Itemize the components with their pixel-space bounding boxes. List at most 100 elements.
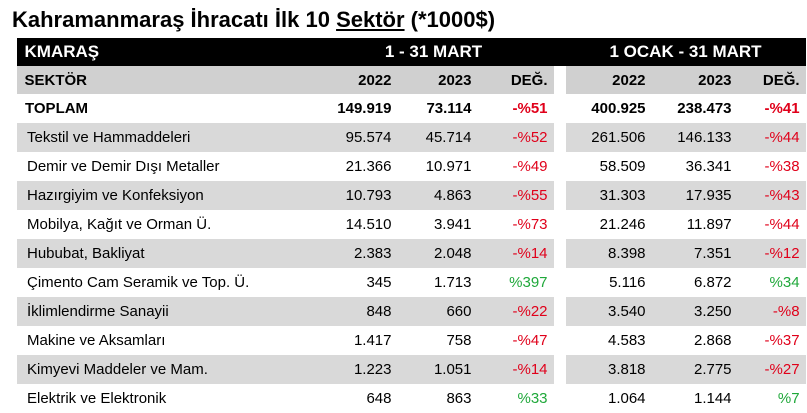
value-2023-period2: 146.133 [651, 123, 738, 152]
value-2023-period2: 1.144 [651, 384, 738, 413]
value-2023-period1: 863 [397, 384, 478, 413]
header-gap [553, 38, 566, 66]
column-gap [553, 66, 566, 94]
sector-name: TOPLAM [16, 94, 314, 123]
value-2022-period1: 2.383 [313, 239, 398, 268]
value-2023-period1: 660 [397, 297, 478, 326]
change-period2: -%37 [737, 326, 806, 355]
change-period2: %34 [737, 268, 806, 297]
value-2022-period2: 5.116 [565, 268, 652, 297]
row-gap [553, 355, 566, 384]
value-2022-period1: 1.223 [313, 355, 398, 384]
value-2023-period1: 2.048 [397, 239, 478, 268]
table-row: Çimento Cam Seramik ve Top. Ü. 345 1.713 %3… [16, 268, 806, 297]
change-period1: -%55 [477, 181, 554, 210]
sector-name: Makine ve Aksamları [16, 326, 314, 355]
page-title: Kahramanmaraş İhracatı İlk 10 Sektör (*1… [12, 4, 495, 36]
title-underlined-word: Sektör [336, 7, 405, 32]
row-gap [553, 210, 566, 239]
change-period2: -%43 [737, 181, 806, 210]
change-period1: -%47 [477, 326, 554, 355]
title-text: Kahramanmaraş İhracatı İlk 10 [12, 7, 337, 32]
table-row: Tekstil ve Hammaddeleri 95.574 45.714 -%52 2… [16, 123, 806, 152]
value-2023-period2: 6.872 [651, 268, 738, 297]
col-change-period2: DEĞ. [737, 66, 806, 94]
value-2023-period1: 10.971 [397, 152, 478, 181]
table-row: Makine ve Aksamları 1.417 758 -%47 4.583 2.86… [16, 326, 806, 355]
change-period1: -%73 [477, 210, 554, 239]
title-unit: (*1000$) [404, 7, 496, 32]
sector-column-header: SEKTÖR [16, 66, 314, 94]
value-2023-period1: 1.713 [397, 268, 478, 297]
col-2022-period2: 2022 [565, 66, 652, 94]
value-2023-period2: 7.351 [651, 239, 738, 268]
row-gap [553, 239, 566, 268]
change-period2: -%44 [737, 123, 806, 152]
table-row: Kimyevi Maddeler ve Mam. 1.223 1.051 -%14 3.… [16, 355, 806, 384]
row-gap [553, 181, 566, 210]
change-period1: -%14 [477, 355, 554, 384]
header-row-columns: SEKTÖR 2022 2023 DEĞ. 2022 2023 DEĞ. [16, 66, 806, 94]
export-sector-table: KMARAŞ 1 - 31 MART 1 OCAK - 31 MART SEKT… [16, 38, 806, 413]
value-2023-period1: 45.714 [397, 123, 478, 152]
change-period2: -%27 [737, 355, 806, 384]
value-2023-period1: 758 [397, 326, 478, 355]
value-2022-period2: 4.583 [565, 326, 652, 355]
value-2023-period2: 3.250 [651, 297, 738, 326]
value-2022-period1: 149.919 [313, 94, 398, 123]
row-gap [553, 268, 566, 297]
sector-name: Hububat, Bakliyat [16, 239, 314, 268]
value-2022-period2: 3.540 [565, 297, 652, 326]
value-2022-period1: 1.417 [313, 326, 398, 355]
row-gap [553, 297, 566, 326]
sector-name: Hazırgiyim ve Konfeksiyon [16, 181, 314, 210]
value-2023-period1: 1.051 [397, 355, 478, 384]
change-period2: -%44 [737, 210, 806, 239]
change-period1: -%49 [477, 152, 554, 181]
change-period1: -%22 [477, 297, 554, 326]
value-2022-period2: 400.925 [565, 94, 652, 123]
value-2023-period1: 4.863 [397, 181, 478, 210]
period2-header: 1 OCAK - 31 MART [565, 38, 806, 66]
value-2022-period1: 10.793 [313, 181, 398, 210]
sector-name: Tekstil ve Hammaddeleri [16, 123, 314, 152]
value-2022-period1: 648 [313, 384, 398, 413]
change-period1: -%52 [477, 123, 554, 152]
sector-name: Mobilya, Kağıt ve Orman Ü. [16, 210, 314, 239]
change-period2: -%12 [737, 239, 806, 268]
region-header: KMARAŞ [16, 38, 314, 66]
value-2022-period1: 345 [313, 268, 398, 297]
value-2023-period2: 11.897 [651, 210, 738, 239]
row-gap [553, 123, 566, 152]
change-period1: -%51 [477, 94, 554, 123]
value-2022-period2: 8.398 [565, 239, 652, 268]
row-gap [553, 152, 566, 181]
value-2022-period1: 95.574 [313, 123, 398, 152]
sector-name: Kimyevi Maddeler ve Mam. [16, 355, 314, 384]
value-2022-period2: 58.509 [565, 152, 652, 181]
value-2022-period2: 1.064 [565, 384, 652, 413]
table-row: Demir ve Demir Dışı Metaller 21.366 10.971… [16, 152, 806, 181]
period1-header: 1 - 31 MART [313, 38, 554, 66]
value-2023-period2: 2.775 [651, 355, 738, 384]
table-row: Hazırgiyim ve Konfeksiyon 10.793 4.863 -%55… [16, 181, 806, 210]
sector-name: Demir ve Demir Dışı Metaller [16, 152, 314, 181]
value-2023-period2: 238.473 [651, 94, 738, 123]
header-row-periods: KMARAŞ 1 - 31 MART 1 OCAK - 31 MART [16, 38, 806, 66]
change-period2: -%38 [737, 152, 806, 181]
value-2023-period1: 3.941 [397, 210, 478, 239]
table-row: Mobilya, Kağıt ve Orman Ü. 14.510 3.941 -%7… [16, 210, 806, 239]
change-period1: %33 [477, 384, 554, 413]
change-period1: -%14 [477, 239, 554, 268]
value-2023-period2: 2.868 [651, 326, 738, 355]
change-period2: -%41 [737, 94, 806, 123]
value-2022-period1: 21.366 [313, 152, 398, 181]
row-gap [553, 94, 566, 123]
value-2023-period2: 17.935 [651, 181, 738, 210]
value-2022-period2: 261.506 [565, 123, 652, 152]
sector-name: Çimento Cam Seramik ve Top. Ü. [16, 268, 314, 297]
col-change-period1: DEĞ. [477, 66, 554, 94]
value-2022-period1: 14.510 [313, 210, 398, 239]
change-period2: -%8 [737, 297, 806, 326]
value-2023-period2: 36.341 [651, 152, 738, 181]
